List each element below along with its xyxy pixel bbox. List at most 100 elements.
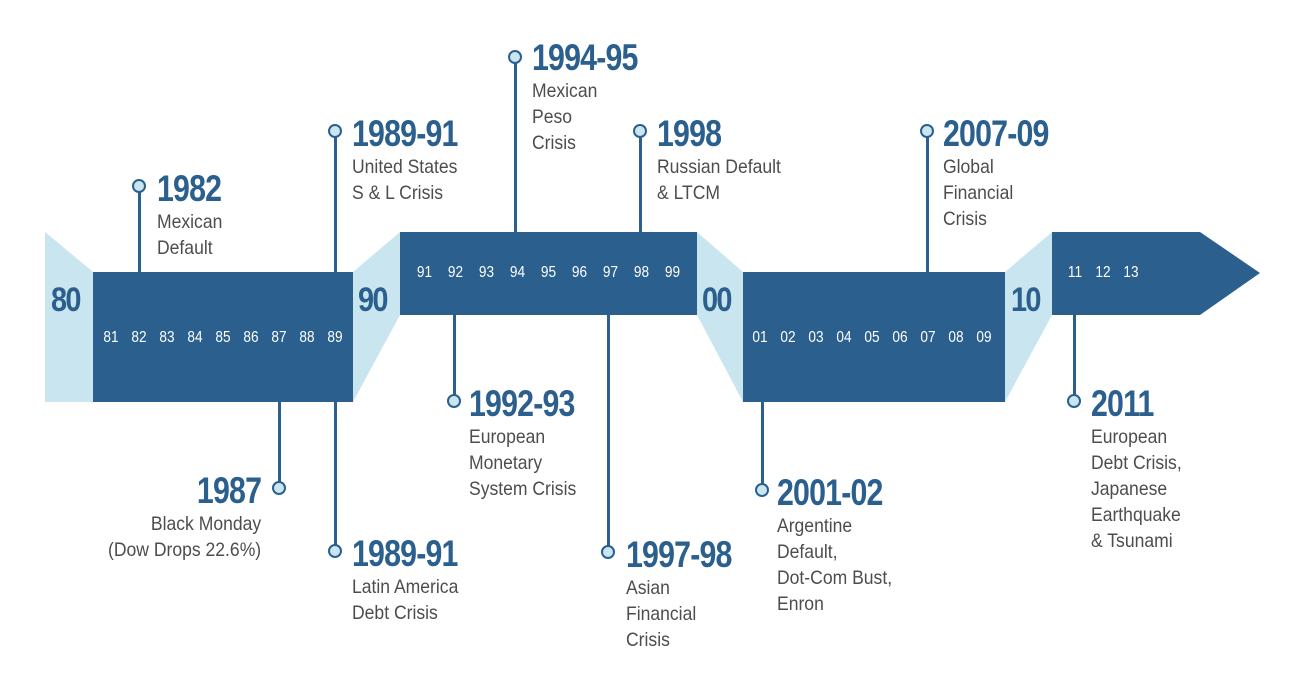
year-label: 94 bbox=[509, 264, 526, 281]
year-row-1980s: 81 82 83 84 85 86 87 88 89 bbox=[97, 330, 349, 346]
event-line: Global bbox=[943, 156, 994, 178]
event-1982: 1982 Mexican Default bbox=[157, 170, 235, 261]
event-year: 1998 bbox=[657, 113, 722, 154]
event-line: Crisis bbox=[626, 629, 670, 651]
wing-80-top bbox=[45, 232, 93, 272]
event-description: European Debt Crisis, Japanese Earthquak… bbox=[1091, 424, 1182, 554]
year-label: 05 bbox=[864, 329, 880, 346]
event-line: European bbox=[469, 426, 546, 448]
event-year: 1989-91 bbox=[352, 113, 458, 154]
band-2000s bbox=[743, 272, 1005, 402]
event-year: 1982 bbox=[157, 168, 222, 209]
year-row-1990s: 91 92 93 94 95 96 97 98 99 bbox=[409, 265, 688, 281]
event-line: Default bbox=[157, 237, 213, 259]
event-description: Mexican Peso Crisis bbox=[532, 78, 648, 156]
event-line: Japanese bbox=[1091, 478, 1168, 500]
event-year: 1994-95 bbox=[532, 37, 638, 78]
event-year: 2001-02 bbox=[777, 472, 883, 513]
band-2010s bbox=[1052, 232, 1156, 315]
event-dot bbox=[447, 394, 461, 408]
event-description: Argentine Default, Dot-Com Bust, Enron bbox=[777, 513, 893, 617]
event-line: Latin America bbox=[352, 576, 459, 598]
year-label: 91 bbox=[416, 264, 433, 281]
event-description: Black Monday (Dow Drops 22.6%) bbox=[108, 511, 261, 563]
event-description: Mexican Default bbox=[157, 209, 227, 261]
event-line: Russian Default bbox=[657, 156, 781, 178]
year-label: 87 bbox=[271, 329, 287, 346]
year-label: 84 bbox=[187, 329, 203, 346]
wing-00 bbox=[697, 232, 743, 402]
year-label: 82 bbox=[131, 329, 147, 346]
year-label: 85 bbox=[215, 329, 231, 346]
wing-80 bbox=[45, 232, 93, 402]
event-1989-91-latam: 1989-91 Latin America Debt Crisis bbox=[352, 535, 481, 626]
year-label: 12 bbox=[1095, 264, 1111, 281]
event-dot bbox=[1067, 394, 1081, 408]
event-year: 2007-09 bbox=[943, 113, 1049, 154]
connector-line bbox=[607, 315, 610, 552]
decade-label: 90 bbox=[358, 281, 388, 319]
event-1997-98: 1997-98 Asian Financial Crisis bbox=[626, 536, 755, 653]
connector-line bbox=[453, 315, 456, 401]
event-year: 1997-98 bbox=[626, 534, 732, 575]
year-label: 96 bbox=[571, 264, 588, 281]
event-description: Latin America Debt Crisis bbox=[352, 574, 468, 626]
event-line: Debt Crisis, bbox=[1091, 452, 1182, 474]
wing-90 bbox=[353, 232, 400, 402]
event-1989-91-sl: 1989-91 United States S & L Crisis bbox=[352, 115, 481, 206]
year-label: 98 bbox=[633, 264, 650, 281]
event-2007-09: 2007-09 Global Financial Crisis bbox=[943, 115, 1072, 232]
event-dot bbox=[755, 483, 769, 497]
event-line: Mexican bbox=[157, 211, 223, 233]
connector-line bbox=[334, 131, 337, 272]
event-line: Mexican bbox=[532, 80, 598, 102]
band-1990s bbox=[400, 232, 697, 315]
connector-line bbox=[926, 131, 929, 272]
band-1980s bbox=[93, 272, 353, 402]
event-line: Argentine bbox=[777, 515, 853, 537]
year-label: 03 bbox=[808, 329, 824, 346]
year-label: 93 bbox=[478, 264, 495, 281]
event-line: & Tsunami bbox=[1091, 530, 1173, 552]
event-line: (Dow Drops 22.6%) bbox=[107, 539, 261, 561]
event-description: Asian Financial Crisis bbox=[626, 575, 742, 653]
connector-line bbox=[278, 402, 281, 488]
event-description: Global Financial Crisis bbox=[943, 154, 1059, 232]
event-line: Debt Crisis bbox=[352, 602, 438, 624]
wing-10 bbox=[1005, 232, 1052, 402]
event-year: 1992-93 bbox=[469, 383, 575, 424]
event-line: Peso bbox=[532, 106, 573, 128]
year-label: 06 bbox=[892, 329, 908, 346]
event-line: European bbox=[1091, 426, 1168, 448]
event-dot bbox=[328, 544, 342, 558]
event-year: 1989-91 bbox=[352, 533, 458, 574]
year-label: 88 bbox=[299, 329, 315, 346]
event-dot bbox=[328, 124, 342, 138]
decade-label: 00 bbox=[702, 281, 732, 319]
event-1992-93: 1992-93 European Monetary System Crisis bbox=[469, 385, 598, 502]
year-row-2000s: 01 02 03 04 05 06 07 08 09 bbox=[746, 330, 998, 346]
event-1998: 1998 Russian Default & LTCM bbox=[657, 115, 795, 206]
year-label: 02 bbox=[780, 329, 796, 346]
event-line: Financial bbox=[626, 603, 697, 625]
event-year: 1987 bbox=[196, 470, 262, 511]
year-label: 83 bbox=[159, 329, 175, 346]
year-label: 04 bbox=[836, 329, 852, 346]
year-label: 13 bbox=[1123, 264, 1139, 281]
connector-line bbox=[514, 57, 517, 232]
event-dot bbox=[633, 124, 647, 138]
event-line: Black Monday bbox=[150, 513, 261, 535]
connector-line bbox=[1073, 315, 1076, 401]
year-label: 01 bbox=[752, 329, 768, 346]
decade-label: 10 bbox=[1011, 281, 1041, 319]
connector-line bbox=[334, 402, 337, 551]
event-dot bbox=[601, 545, 615, 559]
decade-label: 80 bbox=[51, 281, 81, 319]
event-1987: 1987 Black Monday (Dow Drops 22.6%) bbox=[91, 470, 262, 563]
event-line: Dot-Com Bust, bbox=[777, 567, 893, 589]
year-label: 86 bbox=[243, 329, 259, 346]
event-line: & LTCM bbox=[657, 182, 721, 204]
event-dot bbox=[920, 124, 934, 138]
connector-line bbox=[138, 186, 141, 272]
year-label: 89 bbox=[327, 329, 343, 346]
